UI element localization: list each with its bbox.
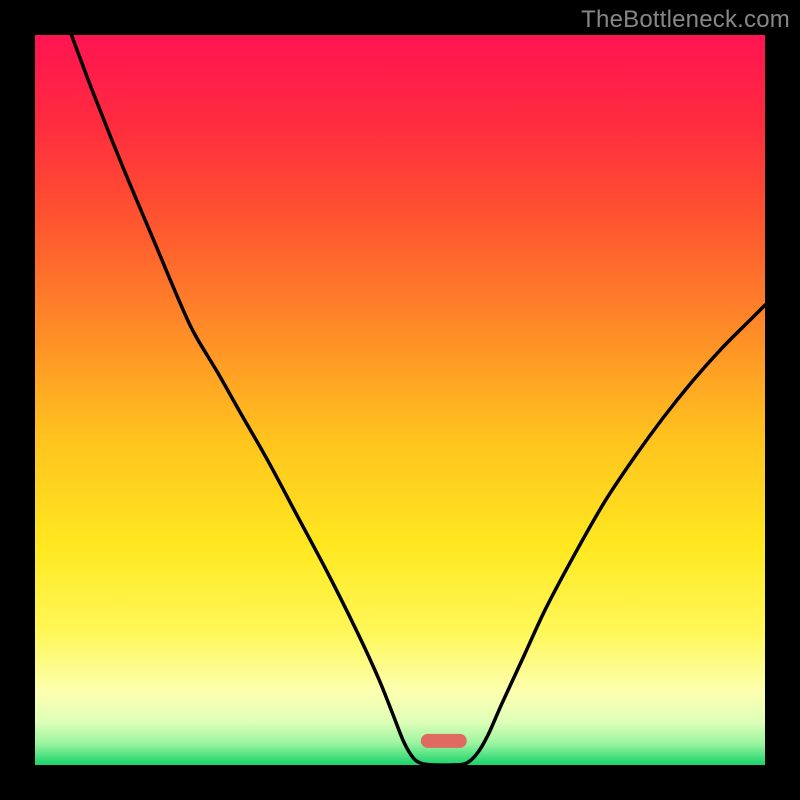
bottleneck-chart xyxy=(0,0,800,800)
gradient-background xyxy=(35,35,765,765)
target-marker xyxy=(421,734,467,748)
watermark-text: TheBottleneck.com xyxy=(581,6,790,34)
